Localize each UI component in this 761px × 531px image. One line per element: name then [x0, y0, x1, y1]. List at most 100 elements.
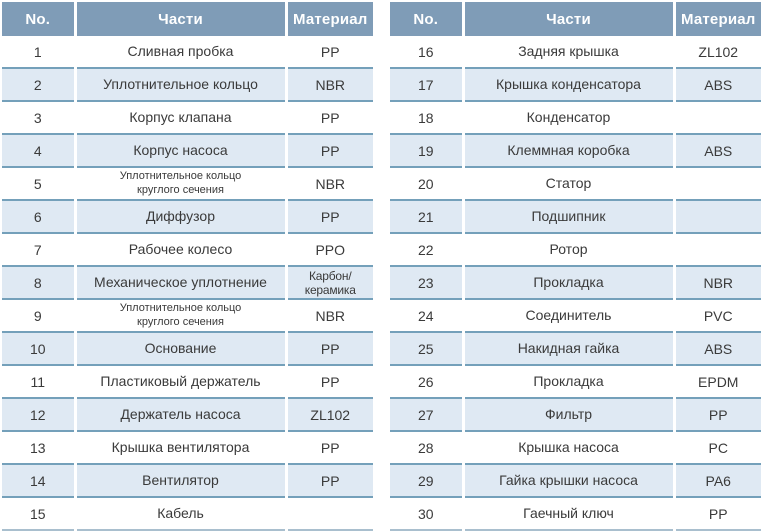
table-row: 25 Накидная гайка ABS	[390, 332, 761, 365]
column-header-parts: Части	[73, 2, 286, 36]
row-no: 22	[417, 241, 434, 258]
table-row: 21 Подшипник	[390, 200, 761, 233]
row-no: 28	[417, 439, 434, 456]
row-part: Статор	[461, 167, 674, 200]
row-material: PP	[284, 200, 373, 233]
row-material: Карбон/керамика	[284, 266, 373, 299]
row-no: 2	[33, 76, 42, 93]
table-row: 18 Конденсатор	[390, 101, 761, 134]
row-part: Основание	[73, 332, 286, 365]
row-part: Фильтр	[461, 398, 674, 431]
row-no: 29	[417, 472, 434, 489]
row-material: ZL102	[284, 398, 373, 431]
table-row: 19 Клеммная коробка ABS	[390, 134, 761, 167]
row-no: 3	[33, 109, 42, 126]
header-row: No. Части Материал	[2, 2, 373, 36]
table-row: 28 Крышка насоса PC	[390, 431, 761, 464]
row-part: Задняя крышка	[461, 36, 674, 68]
row-no: 25	[417, 340, 434, 357]
row-material: PP	[284, 365, 373, 398]
header-row: No. Части Материал	[390, 2, 761, 36]
row-no: 6	[33, 208, 42, 225]
table-row: 15 Кабель	[2, 497, 373, 530]
row-material: ABS	[672, 134, 761, 167]
row-no: 27	[417, 406, 434, 423]
row-part: Корпус насоса	[73, 134, 286, 167]
row-no: 9	[33, 307, 42, 324]
table-row: 7 Рабочее колесо PPO	[2, 233, 373, 266]
row-part: Конденсатор	[461, 101, 674, 134]
row-part: Клеммная коробка	[461, 134, 674, 167]
column-header-no: No.	[390, 2, 463, 36]
row-material: PP	[284, 134, 373, 167]
row-no: 10	[29, 340, 46, 357]
column-header-material: Материал	[672, 2, 761, 36]
row-no: 19	[417, 142, 434, 159]
table-row: 13 Крышка вентилятора PP	[2, 431, 373, 464]
table-row: 30 Гаечный ключ PP	[390, 497, 761, 530]
table-row: 24 Соединитель PVC	[390, 299, 761, 332]
table-row: 10 Основание PP	[2, 332, 373, 365]
row-material	[284, 497, 373, 530]
row-material	[672, 101, 761, 134]
row-material: PP	[284, 464, 373, 497]
row-no: 17	[417, 76, 434, 93]
row-material: NBR	[284, 68, 373, 101]
column-header-parts: Части	[461, 2, 674, 36]
row-part: Сливная пробка	[73, 36, 286, 68]
row-no: 8	[33, 274, 42, 291]
table-row: 8 Механическое уплотнение Карбон/керамик…	[2, 266, 373, 299]
row-material: ABS	[672, 332, 761, 365]
row-material: EPDM	[672, 365, 761, 398]
parts-table-right: No. Части Материал 16 Задняя крышка ZL10…	[390, 2, 761, 531]
table-row: 3 Корпус клапана PP	[2, 101, 373, 134]
row-no: 13	[29, 439, 46, 456]
row-material: PP	[284, 101, 373, 134]
row-part: Соединитель	[461, 299, 674, 332]
row-no: 23	[417, 274, 434, 291]
row-material	[672, 167, 761, 200]
row-material: NBR	[284, 167, 373, 200]
row-part: Гаечный ключ	[461, 497, 674, 530]
row-part: Вентилятор	[73, 464, 286, 497]
row-part: Диффузор	[73, 200, 286, 233]
row-material	[672, 200, 761, 233]
row-material: PP	[284, 431, 373, 464]
table-row: 14 Вентилятор PP	[2, 464, 373, 497]
row-material: ZL102	[672, 36, 761, 68]
row-no: 7	[33, 241, 42, 258]
table-body-left: 1 Сливная пробка PP 2 Уплотнительное кол…	[2, 36, 373, 530]
row-material: PP	[672, 398, 761, 431]
row-material: PP	[284, 332, 373, 365]
row-part: Рабочее колесо	[73, 233, 286, 266]
row-part: Уплотнительное кольцо	[73, 68, 286, 101]
table-row: 5 Уплотнительное кольцо круглого сечения…	[2, 167, 373, 200]
row-part: Уплотнительное кольцо круглого сечения	[73, 299, 286, 332]
row-no: 4	[33, 142, 42, 159]
row-part: Прокладка	[461, 365, 674, 398]
table-row: 11 Пластиковый держатель PP	[2, 365, 373, 398]
row-part: Держатель насоса	[73, 398, 286, 431]
row-no: 26	[417, 373, 434, 390]
row-material: PP	[284, 36, 373, 68]
row-no: 15	[29, 505, 46, 522]
table-row: 23 Прокладка NBR	[390, 266, 761, 299]
row-no: 20	[417, 175, 434, 192]
table-row: 2 Уплотнительное кольцо NBR	[2, 68, 373, 101]
row-part: Пластиковый держатель	[73, 365, 286, 398]
column-header-material: Материал	[284, 2, 373, 36]
row-material: PP	[672, 497, 761, 530]
row-part: Кабель	[73, 497, 286, 530]
row-material	[672, 233, 761, 266]
row-no: 11	[30, 373, 46, 390]
row-material: NBR	[672, 266, 761, 299]
row-no: 5	[33, 175, 42, 192]
row-no: 12	[29, 406, 46, 423]
table-row: 6 Диффузор PP	[2, 200, 373, 233]
row-part: Прокладка	[461, 266, 674, 299]
row-material: ABS	[672, 68, 761, 101]
row-part: Уплотнительное кольцо круглого сечения	[73, 167, 286, 200]
column-header-no: No.	[2, 2, 75, 36]
row-material: PVC	[672, 299, 761, 332]
